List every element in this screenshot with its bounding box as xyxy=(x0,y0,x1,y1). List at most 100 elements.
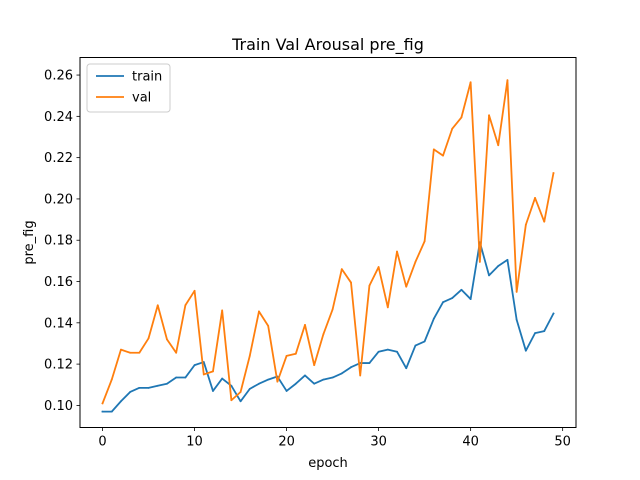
data-point-val xyxy=(156,304,159,307)
data-point-train xyxy=(515,318,518,321)
data-point-train xyxy=(294,382,297,385)
data-point-val xyxy=(166,338,168,341)
data-point-train xyxy=(543,330,546,332)
data-point-val xyxy=(396,250,398,253)
data-point-train xyxy=(377,350,380,353)
data-point-train xyxy=(267,378,270,381)
data-point-train xyxy=(497,265,500,267)
data-point-val xyxy=(506,79,509,82)
data-point-val xyxy=(322,333,325,336)
data-point-val xyxy=(248,354,251,357)
data-point-val xyxy=(276,380,279,383)
data-point-val xyxy=(175,351,178,354)
data-point-val xyxy=(386,306,389,309)
data-point-train xyxy=(534,332,536,335)
data-point-val xyxy=(534,197,536,199)
data-point-train xyxy=(552,312,555,315)
data-point-val xyxy=(478,261,481,263)
y-tick-label: 0.20 xyxy=(44,192,73,207)
data-point-val xyxy=(524,223,527,226)
x-tick-label: 50 xyxy=(554,435,571,450)
data-point-val xyxy=(129,351,132,354)
plot-area xyxy=(101,79,555,413)
data-point-train xyxy=(175,376,178,379)
data-point-val xyxy=(267,325,270,327)
data-point-val xyxy=(377,266,380,268)
data-point-val xyxy=(414,261,417,263)
data-point-train xyxy=(101,410,104,413)
data-point-val xyxy=(294,352,297,355)
data-point-val xyxy=(497,144,500,147)
data-point-val xyxy=(350,281,352,284)
chart-title: Train Val Arousal pre_fig xyxy=(231,35,424,55)
data-point-val xyxy=(368,284,371,287)
y-tick-label: 0.16 xyxy=(44,275,73,290)
data-point-train xyxy=(322,378,325,381)
data-point-val xyxy=(285,354,288,357)
data-point-train xyxy=(184,376,187,379)
data-point-train xyxy=(166,382,168,385)
data-point-train xyxy=(414,344,417,347)
data-point-train xyxy=(138,386,141,389)
data-point-train xyxy=(258,382,260,385)
data-point-train xyxy=(350,366,352,369)
data-point-train xyxy=(396,350,398,353)
x-tick-label: 30 xyxy=(370,435,387,450)
data-point-val xyxy=(101,402,104,405)
data-point-val xyxy=(442,154,444,157)
data-point-val xyxy=(552,172,555,175)
data-point-val xyxy=(193,289,196,292)
data-point-val xyxy=(331,308,334,311)
data-point-train xyxy=(386,348,389,351)
series-line-train xyxy=(101,241,555,413)
data-point-train xyxy=(469,298,472,300)
data-point-val xyxy=(212,370,214,373)
x-axis-label: epoch xyxy=(308,456,348,471)
data-point-val xyxy=(221,309,224,312)
data-point-train xyxy=(110,410,113,413)
y-tick-label: 0.18 xyxy=(44,234,73,249)
data-point-val xyxy=(230,399,233,402)
data-point-val xyxy=(460,116,463,119)
y-tick-label: 0.22 xyxy=(44,151,73,166)
data-point-train xyxy=(230,384,233,387)
data-point-val xyxy=(451,127,454,130)
data-point-train xyxy=(129,391,132,393)
legend-label-train: train xyxy=(132,70,162,85)
data-point-train xyxy=(524,349,527,352)
data-point-val xyxy=(120,348,122,351)
legend-label-val: val xyxy=(132,91,151,106)
data-point-train xyxy=(221,377,224,380)
data-point-val xyxy=(423,240,426,243)
data-point-val xyxy=(239,391,242,393)
data-point-train xyxy=(193,364,196,367)
data-point-val xyxy=(515,290,518,293)
data-point-val xyxy=(432,148,435,151)
data-point-train xyxy=(120,400,122,403)
data-point-train xyxy=(248,387,251,390)
data-point-train xyxy=(460,288,463,291)
data-point-val xyxy=(313,364,316,367)
data-point-train xyxy=(368,362,371,364)
y-tick-label: 0.12 xyxy=(44,358,73,373)
x-tick-label: 20 xyxy=(278,435,295,450)
data-point-train xyxy=(442,301,444,304)
y-tick-label: 0.26 xyxy=(44,69,73,84)
data-point-val xyxy=(488,114,490,117)
data-point-train xyxy=(451,297,454,299)
data-point-train xyxy=(405,367,408,370)
data-point-val xyxy=(359,374,362,377)
data-point-val xyxy=(184,304,187,307)
legend: train val xyxy=(86,63,171,113)
data-point-train xyxy=(313,382,316,385)
data-point-train xyxy=(212,390,214,392)
data-point-train xyxy=(239,400,242,403)
y-tick-label: 0.10 xyxy=(44,399,73,414)
x-axis: 0 10 20 30 40 50 xyxy=(98,427,571,450)
data-point-val xyxy=(258,310,260,313)
x-tick-label: 10 xyxy=(186,435,203,450)
data-point-val xyxy=(543,220,546,223)
data-point-val xyxy=(469,81,472,84)
data-point-val xyxy=(340,268,343,271)
